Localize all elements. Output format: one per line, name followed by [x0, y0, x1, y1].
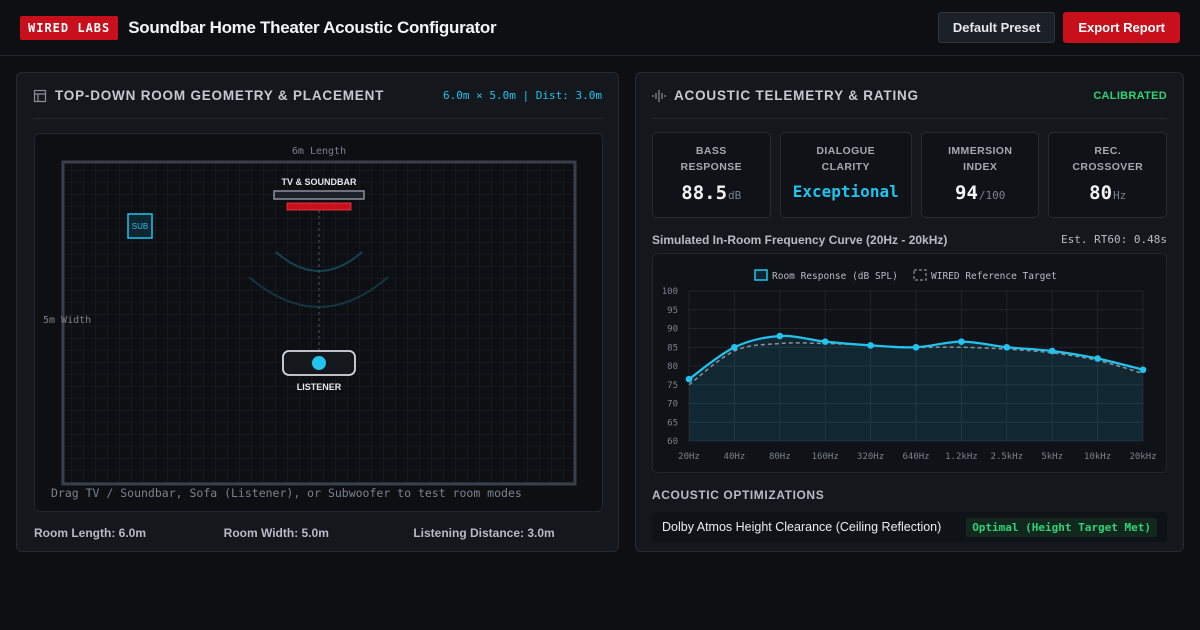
- metric-cards: BASS RESPONSE 88.5dB DIALOGUE CLARITY Ex…: [652, 132, 1167, 218]
- crossover-unit: Hz: [1113, 189, 1127, 202]
- card-label: CLARITY: [821, 161, 870, 173]
- optimizations-title: ACOUSTIC OPTIMIZATIONS: [652, 488, 825, 502]
- x-tick-label: 5kHz: [1041, 452, 1063, 462]
- default-preset-button[interactable]: Default Preset: [937, 12, 1056, 43]
- response-point: [821, 338, 829, 345]
- x-tick-label: 1.2kHz: [945, 452, 978, 462]
- x-tick-label: 320Hz: [857, 452, 884, 462]
- optimization-label: Dolby Atmos Height Clearance (Ceiling Re…: [662, 520, 942, 534]
- tv-soundbar-label: TV & SOUNDBAR: [281, 177, 357, 187]
- dialogue-clarity-card: DIALOGUE CLARITY Exceptional: [779, 132, 912, 218]
- response-point: [1139, 366, 1147, 374]
- immersion-index-card: IMMERSION INDEX 94/100: [920, 132, 1040, 218]
- listener-position-dot: [312, 356, 326, 370]
- response-point: [912, 343, 920, 351]
- room-hint: Drag TV / Soundbar, Sofa (Listener), or …: [51, 486, 522, 500]
- room-panel-header: TOP-DOWN ROOM GEOMETRY & PLACEMENT 6.0m …: [33, 73, 602, 119]
- response-point: [958, 338, 965, 345]
- card-label: CROSSOVER: [1072, 161, 1144, 173]
- y-tick-label: 95: [667, 306, 678, 316]
- listening-distance-stat: Listening Distance: 3.0m: [413, 526, 555, 540]
- room-panel-title: TOP-DOWN ROOM GEOMETRY & PLACEMENT: [55, 88, 385, 103]
- optimization-status-badge: Optimal (Height Target Met): [966, 517, 1157, 537]
- response-point: [776, 332, 784, 340]
- card-label: BASS: [695, 145, 727, 157]
- room-width-label: 5m Width: [43, 315, 91, 326]
- x-tick-label: 20kHz: [1129, 452, 1156, 462]
- room-walls: [61, 160, 577, 486]
- brand-logo: WIRED LABS: [20, 15, 119, 40]
- room-dimensions-readout: 6.0m × 5.0m | Dist: 3.0m: [443, 89, 602, 102]
- card-label: IMMERSION: [948, 145, 1013, 157]
- app-header: WIRED LABS Soundbar Home Theater Acousti…: [0, 0, 1200, 56]
- immersion-index-value: 94: [955, 182, 978, 204]
- x-tick-label: 40Hz: [724, 452, 746, 462]
- y-tick-label: 75: [667, 381, 678, 391]
- card-label: DIALOGUE: [816, 145, 876, 157]
- bass-response-unit: dB: [728, 189, 742, 202]
- y-tick-label: 90: [667, 325, 678, 335]
- frequency-curve-title: Simulated In-Room Frequency Curve (20Hz …: [652, 233, 948, 247]
- export-report-button[interactable]: Export Report: [1063, 12, 1180, 43]
- y-tick-label: 85: [667, 343, 678, 353]
- rt60-readout: Est. RT60: 0.48s: [1061, 233, 1167, 246]
- card-label: RESPONSE: [680, 161, 743, 173]
- response-point: [1094, 355, 1101, 362]
- waveform-icon: [652, 89, 666, 102]
- x-tick-label: 2.5kHz: [991, 452, 1024, 462]
- bass-response-value: 88.5: [681, 182, 728, 204]
- room-diagram: 6m Length 5m Width TV & SOUNDBAR SUB LIS…: [43, 146, 577, 486]
- room-canvas[interactable]: 6m Length 5m Width TV & SOUNDBAR SUB LIS…: [34, 133, 603, 512]
- soundbar[interactable]: [286, 202, 352, 211]
- x-tick-label: 10kHz: [1084, 452, 1111, 462]
- tv-screen[interactable]: [273, 190, 365, 200]
- room-length-label: 6m Length: [292, 146, 346, 157]
- x-tick-label: 640Hz: [902, 452, 929, 462]
- telemetry-panel-header: ACOUSTIC TELEMETRY & RATING CALIBRATED: [652, 73, 1167, 119]
- room-length-stat: Room Length: 6.0m: [34, 526, 147, 540]
- x-tick-label: 160Hz: [812, 452, 839, 462]
- subwoofer[interactable]: [127, 213, 153, 239]
- card-label: INDEX: [963, 161, 998, 173]
- response-point: [731, 343, 738, 351]
- legend-swatch-target: [913, 269, 927, 281]
- y-tick-label: 60: [667, 437, 678, 447]
- layout-icon: [33, 89, 47, 102]
- acoustic-telemetry-panel: ACOUSTIC TELEMETRY & RATING CALIBRATED B…: [635, 72, 1184, 552]
- app-title: Soundbar Home Theater Acoustic Configura…: [128, 17, 497, 37]
- response-point: [1003, 343, 1011, 351]
- response-point: [867, 342, 874, 349]
- crossover-value: 80: [1089, 182, 1113, 204]
- subwoofer-label: SUB: [132, 222, 148, 231]
- optimization-row: Dolby Atmos Height Clearance (Ceiling Re…: [652, 512, 1167, 542]
- y-tick-label: 65: [667, 418, 678, 428]
- response-area: [689, 335, 1143, 441]
- room-width-stat: Room Width: 5.0m: [223, 526, 329, 540]
- calibration-status: CALIBRATED: [1093, 89, 1167, 102]
- room-stats: Room Length: 6.0m Room Width: 5.0m Liste…: [34, 526, 603, 540]
- y-tick-label: 100: [662, 287, 678, 297]
- header-actions: Default Preset Export Report: [937, 12, 1180, 43]
- card-label: REC.: [1094, 145, 1122, 157]
- response-point: [1048, 347, 1056, 355]
- dialogue-clarity-value: Exceptional: [792, 182, 899, 201]
- listener-label: LISTENER: [297, 382, 342, 392]
- room-geometry-panel: TOP-DOWN ROOM GEOMETRY & PLACEMENT 6.0m …: [16, 72, 619, 552]
- bass-response-card: BASS RESPONSE 88.5dB: [652, 132, 771, 218]
- x-tick-label: 80Hz: [769, 452, 791, 462]
- x-tick-label: 20Hz: [678, 452, 700, 462]
- y-tick-label: 80: [667, 362, 678, 372]
- legend-label-response: Room Response (dB SPL): [772, 271, 898, 282]
- response-point: [685, 375, 693, 383]
- y-tick-label: 70: [667, 400, 678, 410]
- immersion-index-unit: /100: [978, 189, 1006, 202]
- crossover-card: REC. CROSSOVER 80Hz: [1048, 132, 1167, 218]
- legend-label-target: WIRED Reference Target: [931, 271, 1057, 282]
- legend-swatch-response: [754, 269, 768, 281]
- frequency-chart-container: 100 95 90 85 80 75 70 65 60 20Hz 40Hz 80Hz 160Hz 320H…: [652, 253, 1167, 473]
- telemetry-panel-title: ACOUSTIC TELEMETRY & RATING: [674, 88, 919, 103]
